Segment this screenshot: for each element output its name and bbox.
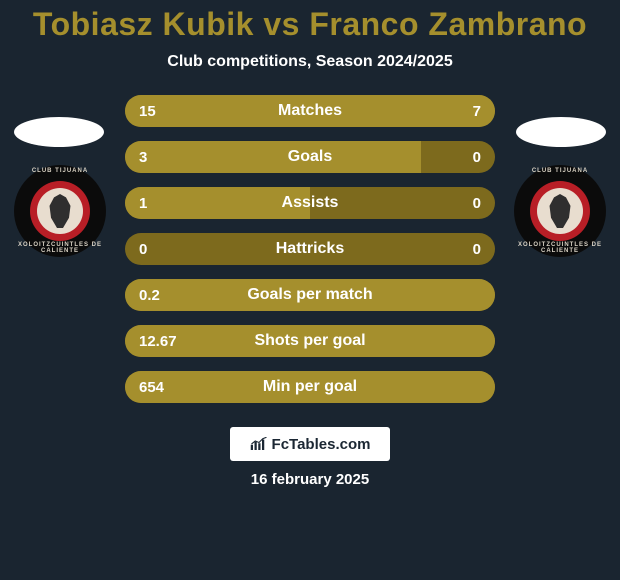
stat-row: 0.2Goals per match	[125, 279, 495, 311]
crest-ring-text-bottom: XOLOITZCUINTLES DE CALIENTE	[14, 242, 106, 254]
xolo-dog-icon	[45, 194, 75, 228]
stat-right-value: 0	[473, 149, 481, 166]
stat-row: 654Min per goal	[125, 371, 495, 403]
main-area: CLUB TIJUANA XOLOITZCUINTLES DE CALIENTE…	[0, 95, 620, 403]
stat-right-value: 7	[473, 103, 481, 120]
stat-row: 12.67Shots per goal	[125, 325, 495, 357]
stat-right-value: 0	[473, 241, 481, 258]
club-crest-left: CLUB TIJUANA XOLOITZCUINTLES DE CALIENTE	[14, 165, 106, 257]
player-photo-left-placeholder	[14, 117, 104, 147]
crest-outer-ring: CLUB TIJUANA XOLOITZCUINTLES DE CALIENTE	[514, 165, 606, 257]
player-photo-right-placeholder	[516, 117, 606, 147]
stat-label: Goals per match	[125, 286, 495, 304]
crest-ring-text-top: CLUB TIJUANA	[514, 168, 606, 174]
fctables-logo-text: FcTables.com	[272, 436, 371, 453]
xolo-dog-icon	[545, 194, 575, 228]
stat-right-value: 0	[473, 195, 481, 212]
stat-label: Shots per goal	[125, 332, 495, 350]
crest-ring-text-bottom: XOLOITZCUINTLES DE CALIENTE	[514, 242, 606, 254]
page-title: Tobiasz Kubik vs Franco Zambrano	[0, 6, 620, 43]
stat-row: 15Matches7	[125, 95, 495, 127]
fctables-logo: FcTables.com	[230, 427, 390, 461]
stat-label: Min per goal	[125, 378, 495, 396]
stat-row: 0Hattricks0	[125, 233, 495, 265]
stat-label: Goals	[125, 148, 495, 166]
crest-inner-circle	[530, 181, 590, 241]
comparison-infographic: Tobiasz Kubik vs Franco Zambrano Club co…	[0, 0, 620, 580]
stat-rows: 15Matches73Goals01Assists00Hattricks00.2…	[125, 95, 495, 403]
bars-chart-icon	[250, 437, 268, 451]
crest-ring-text-top: CLUB TIJUANA	[14, 168, 106, 174]
stat-row: 3Goals0	[125, 141, 495, 173]
page-subtitle: Club competitions, Season 2024/2025	[0, 53, 620, 71]
club-crest-right: CLUB TIJUANA XOLOITZCUINTLES DE CALIENTE	[514, 165, 606, 257]
crest-outer-ring: CLUB TIJUANA XOLOITZCUINTLES DE CALIENTE	[14, 165, 106, 257]
footer-date: 16 february 2025	[0, 471, 620, 488]
stat-row: 1Assists0	[125, 187, 495, 219]
stat-label: Assists	[125, 194, 495, 212]
crest-inner-circle	[30, 181, 90, 241]
stat-label: Matches	[125, 102, 495, 120]
stat-label: Hattricks	[125, 240, 495, 258]
